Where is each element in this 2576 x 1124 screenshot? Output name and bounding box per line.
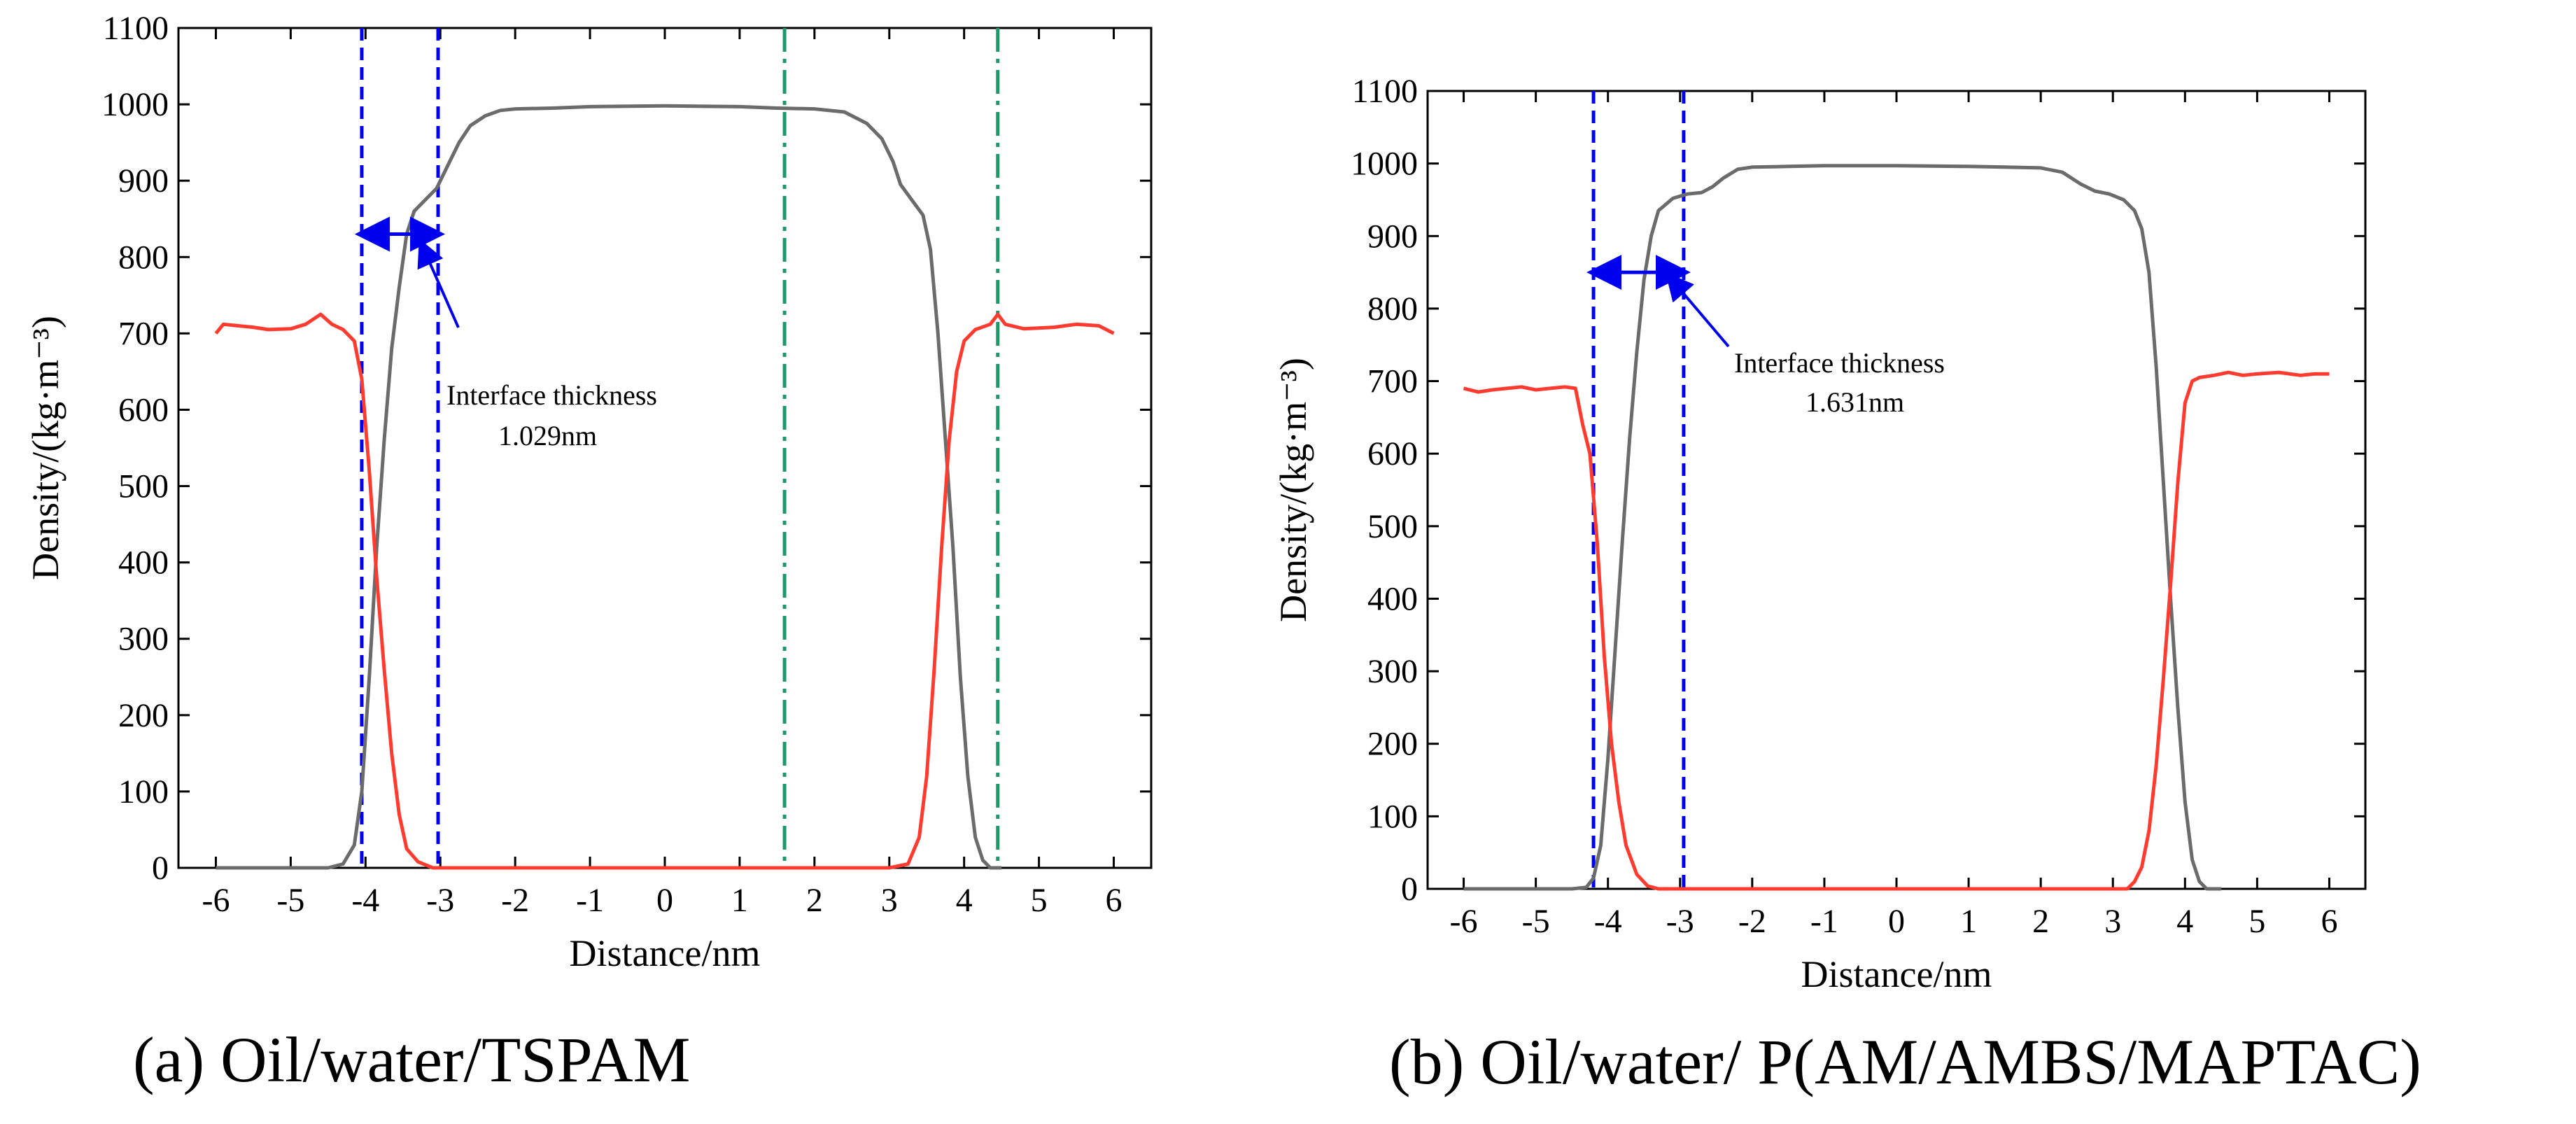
panel-b-ytick-label: 500	[1367, 508, 1418, 545]
panel-a-xtick-label: -1	[576, 882, 604, 919]
panel-b-annotation-pointer	[1665, 272, 1730, 348]
panel-b-ytick-label: 0	[1401, 871, 1418, 908]
panel-b-annotation: Interface thickness 1.631nm	[1586, 255, 1945, 418]
panel-a-ytick-label: 1000	[101, 86, 169, 123]
panel-b-xtick-label: -1	[1810, 903, 1838, 940]
panel-b-xtick-label: 2	[2032, 903, 2049, 940]
panel-a-y-ticks: 0 100 200 300 400 500 600 700 800 900 1000 1100	[101, 10, 1151, 887]
panel-b-xtick-label: 4	[2176, 903, 2193, 940]
panel-a-series	[214, 104, 1115, 870]
panel-b-series	[1463, 164, 2330, 891]
panel-b-xtick-label: 5	[2248, 903, 2265, 940]
panel-a-xlabel: Distance/nm	[570, 932, 761, 974]
panel-a-annotation-line1: Interface thickness	[446, 379, 657, 411]
panel-a-xtick-label: 0	[656, 882, 673, 919]
panel-a-series-water	[216, 104, 1002, 870]
panel-a-ytick-label: 800	[118, 239, 169, 276]
panel-b-ytick-label: 600	[1367, 435, 1418, 472]
panel-a-caption: (a) Oil/water/TSPAM	[133, 1024, 690, 1095]
panel-a-ytick-label: 900	[118, 162, 169, 199]
panel-a-xtick-label: -4	[351, 882, 379, 919]
panel-a-xtick-label: -5	[276, 882, 304, 919]
panel-a-xtick-label: 3	[881, 882, 898, 919]
panel-b-xtick-label: 3	[2104, 903, 2121, 940]
panel-b-xtick-label: 0	[1888, 903, 1905, 940]
panel-a-annotation-pointer	[417, 238, 460, 328]
panel-b-xtick-label: -2	[1738, 903, 1766, 940]
panel-b-xtick-label: 1	[1960, 903, 1977, 940]
panel-b-ytick-label: 900	[1367, 218, 1418, 255]
panel-b-ytick-label: 800	[1367, 290, 1418, 328]
panel-a-ytick-label: 1100	[103, 10, 169, 47]
panel-b-caption: (b) Oil/water/ P(AM/AMBS/MAPTAC)	[1389, 1026, 2421, 1097]
panel-b-x-ticks: -6 -5 -4 -3 -2 -1 0 1 2 3 4 5 6	[1450, 91, 2337, 940]
panel-b-ytick-label: 700	[1367, 363, 1418, 400]
panel-a-xtick-label: 1	[731, 882, 748, 919]
panel-b-xlabel: Distance/nm	[1801, 953, 1992, 995]
panel-a-guides	[360, 28, 1000, 868]
panel-a-ytick-label: 500	[118, 468, 169, 505]
panel-b-series-water	[1463, 164, 2221, 891]
panel-a-xtick-label: -3	[426, 882, 454, 919]
panel-b-xtick-label: 6	[2321, 903, 2337, 940]
panel-a-plot-frame	[177, 27, 1153, 869]
panel-a-ytick-label: 0	[152, 850, 169, 887]
panel-b-xtick-label: -5	[1522, 903, 1550, 940]
panel-b-plot-frame	[1426, 90, 2367, 890]
panel-b-xtick-label: -6	[1450, 903, 1478, 940]
panel-a-ytick-label: 100	[118, 773, 169, 810]
panel-a-x-ticks: -6 -5 -4 -3 -2 -1 0 1 2 3 4 5 6	[202, 28, 1122, 919]
panel-b-annotation-line1: Interface thickness	[1734, 347, 1945, 379]
panel-a-ylabel: Density/(kg·m⁻³)	[24, 316, 66, 580]
panel-a-xtick-label: 2	[806, 882, 823, 919]
panel-a-xtick-label: 4	[956, 882, 973, 919]
panel-b-ytick-label: 300	[1367, 653, 1418, 690]
panel-a-xtick-label: 5	[1031, 882, 1048, 919]
panel-b-annotation-line2: 1.631nm	[1806, 386, 1904, 418]
panel-b-ytick-label: 1100	[1352, 73, 1418, 110]
panel-b-ytick-label: 200	[1367, 726, 1418, 763]
panel-a-ytick-label: 200	[118, 697, 169, 734]
panel-a-annotation: Interface thickness 1.029nm	[354, 216, 657, 451]
panel-a-xtick-label: -6	[202, 882, 230, 919]
panel-b-xtick-label: -3	[1666, 903, 1694, 940]
panel-b-ytick-label: 100	[1367, 798, 1418, 835]
panel-a-ytick-label: 300	[118, 621, 169, 658]
panel-b-ylabel: Density/(kg·m⁻³)	[1272, 358, 1314, 622]
panel-a-ytick-label: 700	[118, 315, 169, 352]
panel-b-ytick-label: 400	[1367, 580, 1418, 617]
panel-a-annotation-line2: 1.029nm	[498, 420, 597, 451]
panel-b-ytick-label: 1000	[1351, 146, 1418, 183]
panel-b-series-oil	[1463, 370, 2330, 891]
panel-a-xtick-label: -2	[501, 882, 529, 919]
panel-a-ytick-label: 400	[118, 545, 169, 582]
panel-b-xtick-label: -4	[1594, 903, 1622, 940]
panel-a-series-oil	[214, 312, 1115, 870]
panel-a-ytick-label: 600	[118, 391, 169, 428]
panel-b-y-ticks: 0 100 200 300 400 500 600 700 800 900 1000 1100	[1351, 73, 2365, 908]
panel-a-xtick-label: 6	[1106, 882, 1122, 919]
